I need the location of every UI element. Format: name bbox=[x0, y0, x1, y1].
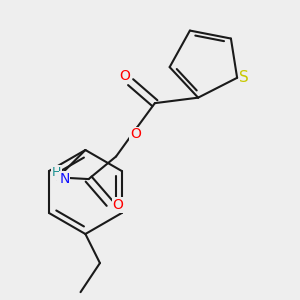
Text: H: H bbox=[52, 166, 61, 179]
Text: N: N bbox=[59, 172, 70, 186]
Text: O: O bbox=[130, 128, 141, 142]
Text: O: O bbox=[119, 69, 130, 83]
Text: S: S bbox=[239, 70, 249, 85]
Text: O: O bbox=[112, 198, 123, 212]
